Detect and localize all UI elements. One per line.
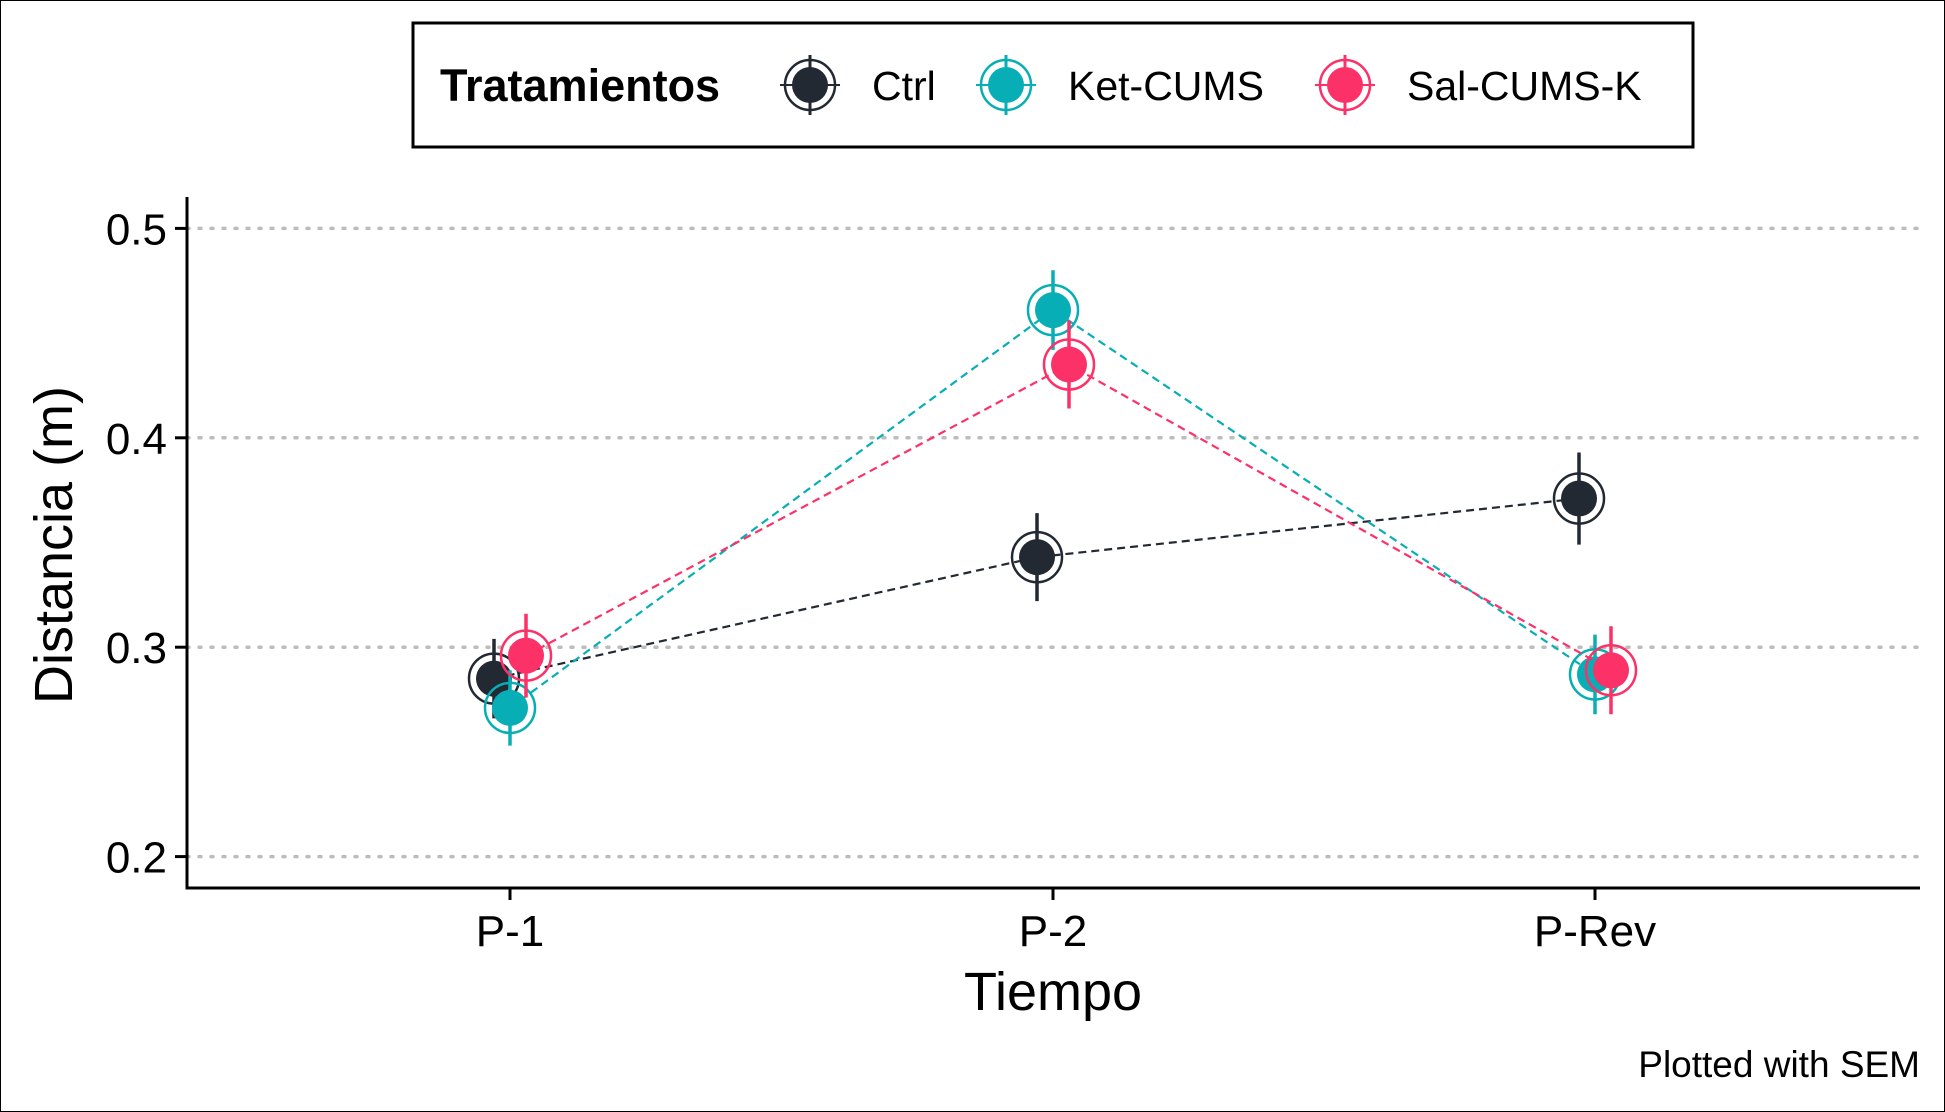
series-ket-cums xyxy=(483,270,1622,746)
legend-label: Ket-CUMS xyxy=(1068,63,1264,109)
legend-items: Ctrl Ket-CUMS Sal-CUMS-K xyxy=(780,55,1642,115)
legend-label: Sal-CUMS-K xyxy=(1407,63,1642,109)
legend-item: Ket-CUMS xyxy=(976,55,1264,115)
series-ctrl xyxy=(467,452,1606,719)
y-tick-label: 0.5 xyxy=(106,205,167,254)
legend-key-ring xyxy=(783,58,837,112)
grid-lines xyxy=(185,226,1922,859)
series-line xyxy=(493,497,1580,680)
y-tick-label: 0.3 xyxy=(106,624,167,673)
data-point xyxy=(508,637,544,674)
y-tick-label: 0.4 xyxy=(106,415,167,464)
legend-label: Ctrl xyxy=(872,63,936,109)
y-ticks: 0.2 0.3 0.4 0.5 xyxy=(106,205,187,883)
legend-key-point xyxy=(1327,67,1363,103)
data-point xyxy=(1019,539,1055,576)
caption: Plotted with SEM xyxy=(1638,1044,1920,1085)
data-point-ring xyxy=(1042,338,1096,391)
data-point-ring xyxy=(1584,643,1638,697)
series-line xyxy=(509,308,1596,709)
series-line xyxy=(525,363,1612,672)
x-tick-label: P-2 xyxy=(1019,907,1087,956)
data-point-ring xyxy=(499,629,553,682)
x-axis-title: Tiempo xyxy=(964,962,1142,1022)
data-point xyxy=(492,689,528,726)
data-point-ring xyxy=(1010,530,1064,584)
data-point-ring xyxy=(1552,472,1606,525)
x-tick-label: P-Rev xyxy=(1534,907,1656,956)
data-point xyxy=(1051,346,1087,383)
legend-key-point xyxy=(792,67,828,103)
data-point xyxy=(1561,480,1597,517)
legend-title: Tratamientos xyxy=(440,60,720,111)
y-axis-title: Distancia (m) xyxy=(24,386,84,704)
legend-key-ring xyxy=(979,58,1033,112)
legend-box xyxy=(411,21,1695,149)
x-tick-label: P-1 xyxy=(476,907,544,956)
data-point xyxy=(476,660,512,697)
x-ticks: P-1 P-2 P-Rev xyxy=(476,888,1656,956)
data-point-ring xyxy=(483,681,537,735)
data-point-ring xyxy=(1026,283,1080,337)
data-point xyxy=(1035,292,1071,329)
legend-key-point xyxy=(988,67,1024,103)
legend-key-ring xyxy=(1318,58,1372,112)
legend-item: Ctrl xyxy=(780,55,936,115)
data-point xyxy=(1593,652,1629,689)
y-tick-label: 0.2 xyxy=(106,834,167,883)
series-layer xyxy=(467,270,1638,746)
legend: Tratamientos Ctrl Ket-CUMS Sal-CUMS-K xyxy=(411,21,1695,149)
legend-item: Sal-CUMS-K xyxy=(1315,55,1642,115)
series-sal-cums-k xyxy=(499,320,1638,715)
